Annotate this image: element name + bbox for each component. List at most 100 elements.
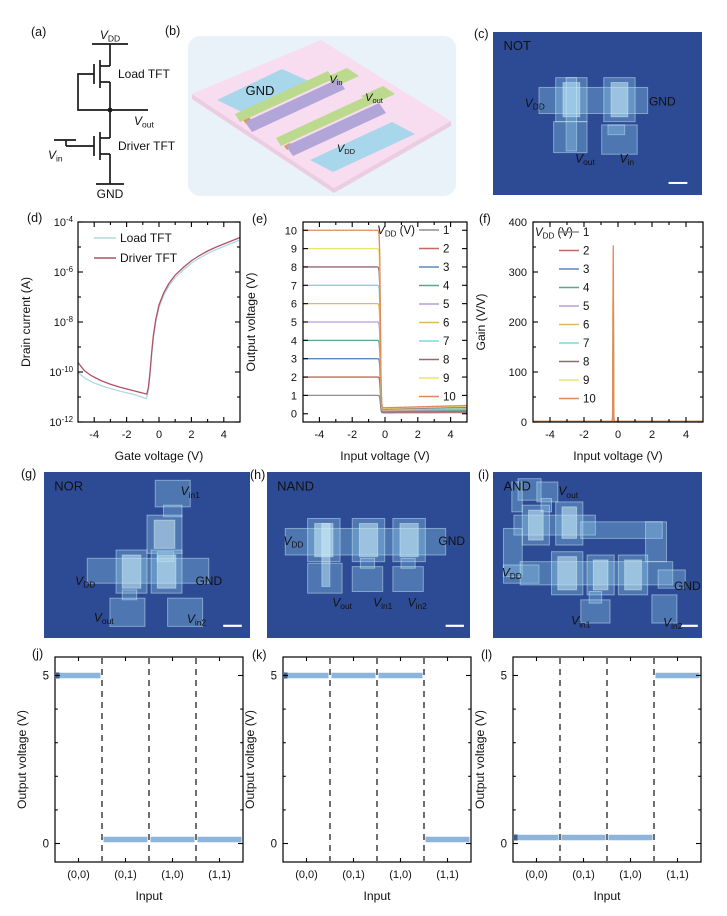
- svg-text:5: 5: [501, 670, 507, 682]
- svg-text:VDD: VDD: [75, 574, 95, 590]
- panel-tag-k: (k): [252, 648, 267, 662]
- panel-tag-c: (c): [474, 27, 489, 41]
- panel-d-transfer-chart: -4 -2 0 2 4 10-4 10-6 10-8 10-10 10-12 Gate voltag…: [19, 215, 241, 463]
- svg-text:(1,1): (1,1): [436, 869, 459, 881]
- svg-text:3: 3: [443, 262, 449, 274]
- svg-text:-2: -2: [347, 429, 357, 441]
- schematic-vout-label: Vout: [365, 92, 384, 105]
- svg-text:5: 5: [443, 299, 449, 311]
- svg-text:Output voltage (V): Output voltage (V): [244, 273, 258, 372]
- svg-text:Vin1: Vin1: [571, 614, 591, 630]
- svg-text:4: 4: [583, 283, 590, 295]
- svg-text:5: 5: [583, 301, 589, 313]
- panel-tag-h: (h): [250, 468, 266, 482]
- svg-text:GND: GND: [674, 579, 701, 593]
- svg-text:-4: -4: [89, 429, 99, 441]
- svg-text:0: 0: [271, 839, 277, 851]
- svg-text:(0,1): (0,1): [572, 869, 595, 881]
- vdd-electrode: [310, 122, 415, 172]
- svg-text:-2: -2: [579, 429, 589, 441]
- svg-text:NAND: NAND: [277, 478, 314, 493]
- svg-text:VDD: VDD: [525, 96, 545, 112]
- svg-text:Gate voltage (V): Gate voltage (V): [115, 449, 204, 463]
- svg-text:Vout: Vout: [94, 610, 114, 626]
- svg-text:8: 8: [583, 357, 589, 369]
- svg-text:5: 5: [43, 670, 49, 682]
- circuit-load-label: Load TFT: [118, 67, 170, 81]
- svg-text:Vin1: Vin1: [373, 595, 393, 611]
- panel-h-nand-micrograph: NAND VDD GND Vout Vin1 Vin2: [267, 472, 470, 638]
- svg-text:0: 0: [156, 429, 162, 441]
- circuit-driver-label: Driver TFT: [118, 139, 176, 153]
- circuit-wires: [54, 43, 148, 185]
- svg-text:1: 1: [443, 225, 449, 237]
- panel-tag-d: (d): [27, 211, 43, 225]
- svg-text:300: 300: [509, 267, 527, 279]
- svg-text:10-12: 10-12: [49, 415, 73, 429]
- panel-k-nand-output-chart: 0 5 (0,0) (0,1) (1,0) (1,1) Input Output voltag…: [243, 656, 472, 903]
- svg-text:(0,0): (0,0): [525, 869, 548, 881]
- svg-text:3: 3: [291, 354, 297, 366]
- svg-text:Vout: Vout: [332, 595, 352, 611]
- channel-2: [286, 103, 386, 156]
- svg-text:NOR: NOR: [54, 478, 83, 493]
- svg-text:1: 1: [291, 390, 297, 402]
- svg-text:Gain (V/V): Gain (V/V): [474, 294, 488, 351]
- svg-text:200: 200: [509, 317, 527, 329]
- vout-pad: [361, 86, 395, 104]
- panel-tag-g: (g): [21, 467, 37, 481]
- circuit-gnd-label: GND: [97, 187, 124, 201]
- circuit-vout-label: Vout: [134, 114, 154, 130]
- svg-text:10: 10: [583, 394, 596, 406]
- svg-text:(1,0): (1,0): [389, 869, 412, 881]
- svg-text:Output voltage (V): Output voltage (V): [473, 710, 487, 809]
- svg-text:NOT: NOT: [503, 38, 531, 53]
- svg-text:5: 5: [271, 670, 277, 682]
- svg-text:4: 4: [683, 429, 689, 441]
- svg-text:GND: GND: [438, 534, 465, 548]
- svg-text:Drain current (A): Drain current (A): [19, 277, 33, 367]
- svg-text:VDD: VDD: [502, 566, 522, 582]
- svg-text:7: 7: [583, 338, 589, 350]
- svg-text:Output voltage (V): Output voltage (V): [243, 710, 257, 809]
- svg-text:(1,0): (1,0): [619, 869, 642, 881]
- svg-text:(1,0): (1,0): [161, 869, 184, 881]
- svg-text:Input voltage (V): Input voltage (V): [573, 449, 662, 463]
- svg-text:VDD (V): VDD (V): [535, 227, 573, 241]
- svg-text:Driver TFT: Driver TFT: [120, 251, 178, 265]
- circuit-vdd-label: VDD: [100, 28, 120, 44]
- svg-text:VDD: VDD: [283, 534, 303, 550]
- panel-j-nor-output-chart: 0 5 (0,0) (0,1) (1,0) (1,1) Input Output voltag…: [15, 656, 244, 903]
- svg-text:9: 9: [291, 244, 297, 256]
- panel-tag-a: (a): [31, 25, 47, 39]
- schematic-gnd-label: GND: [246, 83, 275, 98]
- panel-tag-j: (j): [32, 647, 44, 661]
- panel-b-3d-schematic: GND Vin Vout VDD: [188, 36, 456, 196]
- panel-l-and-output-chart: 0 5 (0,0) (0,1) (1,0) (1,1) Input Output voltag…: [473, 656, 702, 903]
- svg-text:6: 6: [443, 318, 449, 330]
- svg-text:4: 4: [291, 335, 297, 347]
- panel-tag-b: (b): [165, 24, 181, 38]
- gate-line-vout: [276, 95, 374, 146]
- schematic-vdd-label: VDD: [337, 143, 356, 156]
- svg-text:10: 10: [285, 225, 297, 237]
- svg-text:Input: Input: [135, 889, 163, 903]
- svg-text:2: 2: [649, 429, 655, 441]
- svg-text:Vin2: Vin2: [408, 595, 428, 611]
- svg-text:Load TFT: Load TFT: [120, 231, 172, 245]
- svg-text:Input voltage (V): Input voltage (V): [340, 449, 429, 463]
- svg-text:400: 400: [509, 217, 527, 229]
- svg-text:10-6: 10-6: [54, 265, 74, 279]
- svg-text:-2: -2: [122, 429, 132, 441]
- svg-text:(0,1): (0,1): [342, 869, 365, 881]
- svg-text:8: 8: [443, 355, 449, 367]
- svg-text:2: 2: [188, 429, 194, 441]
- svg-text:VDD (V): VDD (V): [377, 225, 415, 239]
- svg-text:GND: GND: [649, 94, 676, 108]
- svg-text:(1,1): (1,1): [666, 869, 689, 881]
- svg-text:10-8: 10-8: [54, 315, 74, 329]
- svg-text:2: 2: [291, 372, 297, 384]
- panel-i-and-micrograph: AND Vout VDD GND Vin1 Vin2: [493, 472, 702, 638]
- svg-text:9: 9: [583, 375, 589, 387]
- gate-line-vin: [235, 71, 333, 122]
